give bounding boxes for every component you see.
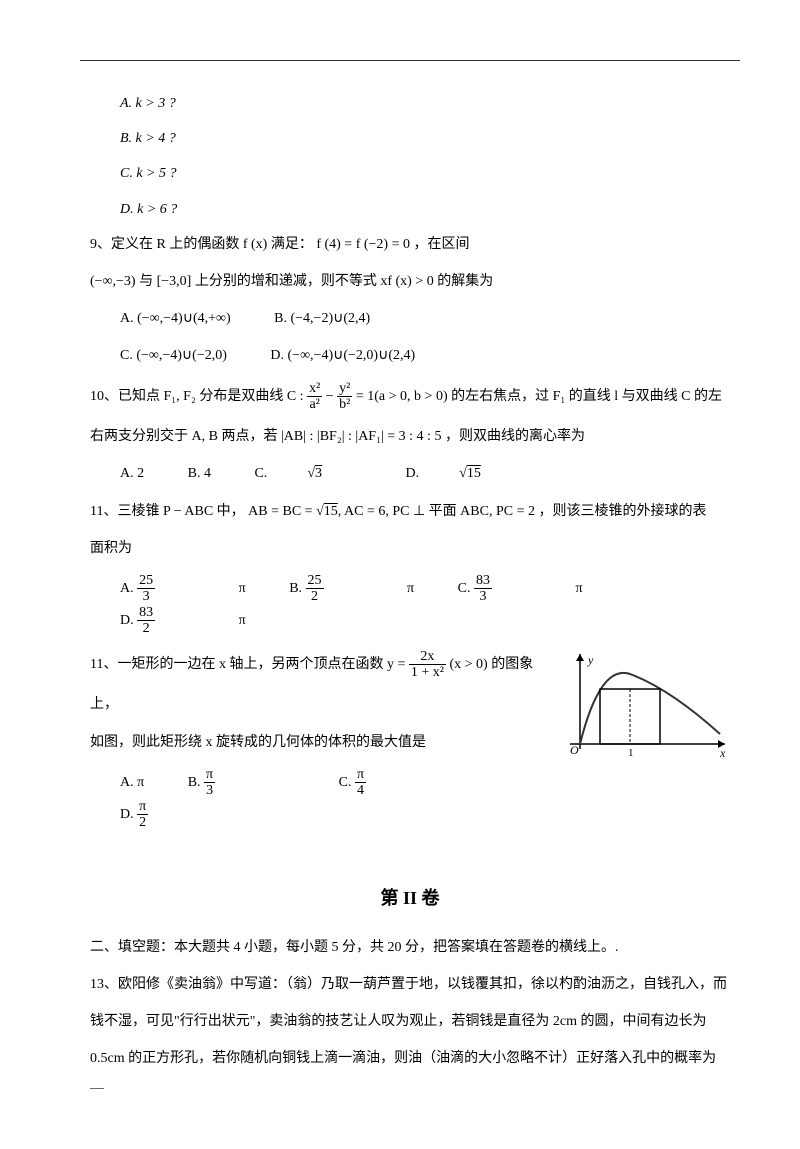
q11a-option-c: C. 833 π xyxy=(458,573,583,605)
q11a-stem1: 11、三棱锥 P − ABC 中， AB = BC = √15, AC = 6,… xyxy=(90,499,730,524)
q11b-option-d: D. π2 xyxy=(120,799,228,831)
q11b-options: A. π B. π3 C. π4 D. π2 xyxy=(120,767,730,831)
q11a-prefix: 11、三棱锥 P − ABC 中， AB = BC = xyxy=(90,504,316,519)
q11a-option-a: A. 253 π xyxy=(120,573,246,605)
q11b-option-c: C. π4 xyxy=(339,767,446,799)
q11a-b-num: 25 xyxy=(306,573,324,589)
q8-d-text: D. k > 6 ? xyxy=(120,202,177,217)
q11a-a-num: 25 xyxy=(137,573,155,589)
q11b-option-a: A. π xyxy=(120,770,144,795)
q10-c-prefix: C. xyxy=(254,461,267,486)
q9-option-c: C. (−∞,−4)∪(−2,0) xyxy=(120,343,227,368)
q11b-figure: O x y 1 xyxy=(560,649,730,768)
q8-b-text: B. k > 4 ? xyxy=(120,131,176,146)
q11b-b-num: π xyxy=(204,767,215,783)
q13-line1: 13、欧阳修《卖油翁》中写道：（翁）乃取一葫芦置于地，以钱覆其扣，徐以杓酌油沥之… xyxy=(90,972,730,997)
q11b-suffix: (x > 0) 的图象 xyxy=(449,657,533,672)
q9-option-b: B. (−4,−2)∪(2,4) xyxy=(274,306,370,331)
q11b-d-num: π xyxy=(137,799,148,815)
q11a-c-num: 83 xyxy=(474,573,492,589)
page-top-rule xyxy=(80,60,740,61)
q9-options-row2: C. (−∞,−4)∪(−2,0) D. (−∞,−4)∪(−2,0)∪(2,4… xyxy=(120,343,730,368)
q11b-c-num: π xyxy=(355,767,366,783)
section2-intro: 二、填空题：本大题共 4 小题，每小题 5 分，共 20 分，把答案填在答题卷的… xyxy=(90,935,730,960)
q9-option-a: A. (−∞,−4)∪(4,+∞) xyxy=(120,306,231,331)
q9-option-d: D. (−∞,−4)∪(−2,0)∪(2,4) xyxy=(270,343,415,368)
q8-option-b: B. k > 4 ? xyxy=(120,126,730,151)
q11a-d-num: 83 xyxy=(137,605,155,621)
q11a-d-den: 2 xyxy=(137,621,155,636)
q11b-frac-num: 2x xyxy=(409,649,446,665)
q11a-option-d: D. 832 π xyxy=(120,605,246,637)
q11a-sqrt: 15 xyxy=(324,504,338,519)
q9-options-row1: A. (−∞,−4)∪(4,+∞) B. (−4,−2)∪(2,4) xyxy=(120,306,730,331)
q8-a-text: A. k > 3 ? xyxy=(120,96,176,111)
q10-d-prefix: D. xyxy=(406,461,420,486)
q10-option-a: A. 2 xyxy=(120,461,144,486)
q10-d-val: 15 xyxy=(467,461,481,486)
q11b-d-den: 2 xyxy=(137,815,148,830)
q11a-options: A. 253 π B. 252 π C. 833 π D. 832 π xyxy=(120,573,730,637)
curve-graph-icon: O x y 1 xyxy=(560,649,730,759)
q10-stem1: 10、已知点 F₁, F₂ 分布是双曲线 C : x²a² − y²b² = 1… xyxy=(90,381,730,413)
q11a-suffix: , AC = 6, PC ⊥ 平面 ABC, PC = 2 ，则该三棱锥的外接球… xyxy=(338,504,707,519)
q10-c-val: 3 xyxy=(315,461,322,486)
q11b-frac: 2x1 + x² xyxy=(409,649,446,681)
q8-option-c: C. k > 5 ? xyxy=(120,161,730,186)
q10-option-c: C. √3 xyxy=(254,461,362,486)
q9-stem1: 9、定义在 R 上的偶函数 f (x) 满足： f (4) = f (−2) =… xyxy=(90,232,730,257)
y-axis-label: y xyxy=(587,653,594,667)
q10-frac2: y²b² xyxy=(337,381,352,413)
q8-c-text: C. k > 5 ? xyxy=(120,166,177,181)
q10-option-b: B. 4 xyxy=(188,461,211,486)
q13-line3: 0.5cm 的正方形孔，若你随机向铜钱上滴一滴油，则油（油滴的大小忽略不计）正好… xyxy=(90,1046,730,1096)
q8-option-a: A. k > 3 ? xyxy=(120,91,730,116)
q8-option-d: D. k > 6 ? xyxy=(120,197,730,222)
origin-label: O xyxy=(570,743,579,757)
q11a-option-b: B. 252 π xyxy=(289,573,414,605)
q10-options: A. 2 B. 4 C. √3 D. √15 xyxy=(120,461,730,486)
q11a-a-den: 3 xyxy=(137,589,155,604)
tick-1-label: 1 xyxy=(628,747,634,759)
q11b-c-den: 4 xyxy=(355,783,366,798)
q9-stem2: (−∞,−3) 与 [−3,0] 上分别的增和递减，则不等式 xf (x) > … xyxy=(90,269,730,294)
q13-line2: 钱不湿，可见"行行出状元"，卖油翁的技艺让人叹为观止，若铜钱是直径为 2cm 的… xyxy=(90,1009,730,1034)
q10-stem1-suffix: = 1(a > 0, b > 0) 的左右焦点，过 F₁ 的直线 l 与双曲线 … xyxy=(356,389,722,404)
q11a-c-den: 3 xyxy=(474,589,492,604)
q11b-prefix: 11、一矩形的一边在 x 轴上，另两个顶点在函数 y = xyxy=(90,657,409,672)
q10-option-d: D. √15 xyxy=(406,461,521,486)
x-axis-label: x xyxy=(719,746,726,759)
q11a-stem2: 面积为 xyxy=(90,536,730,561)
q11b-frac-den: 1 + x² xyxy=(409,665,446,680)
q11b-option-b: B. π3 xyxy=(188,767,295,799)
q10-stem1-prefix: 10、已知点 F₁, F₂ 分布是双曲线 C : xyxy=(90,389,307,404)
q10-stem2: 右两支分别交于 A, B 两点，若 |AB| : |BF₂| : |AF₁| =… xyxy=(90,424,730,449)
q11a-b-den: 2 xyxy=(306,589,324,604)
q11b-b-den: 3 xyxy=(204,783,215,798)
q10-frac1: x²a² xyxy=(307,381,322,413)
section2-title: 第 II 卷 xyxy=(90,882,730,914)
